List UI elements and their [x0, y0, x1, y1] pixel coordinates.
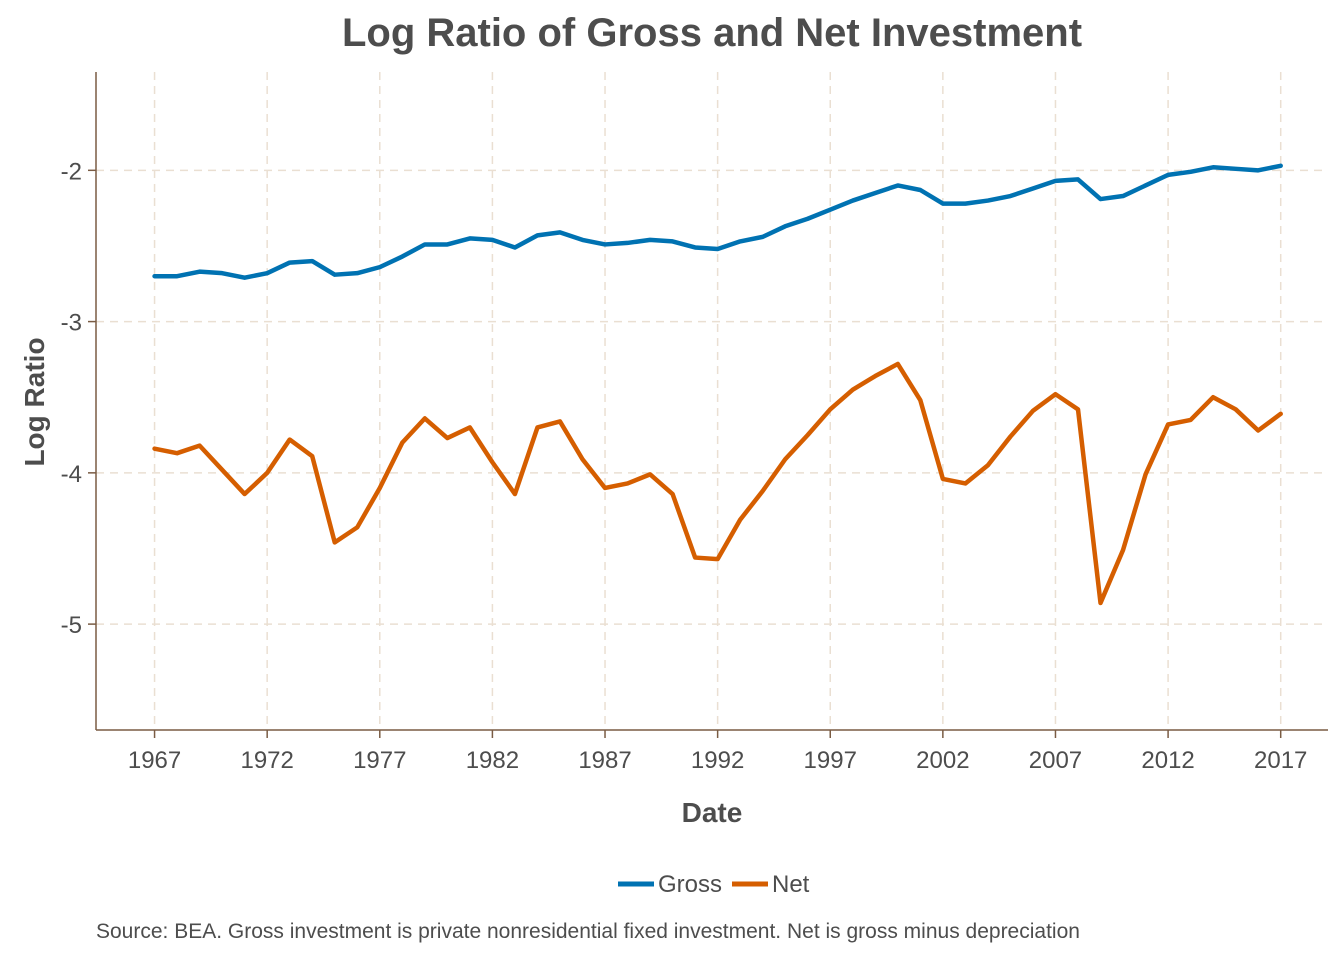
- x-tick-label: 1982: [466, 747, 519, 774]
- x-tick-label: 1977: [353, 747, 406, 774]
- x-tick-label: 2007: [1029, 747, 1082, 774]
- gridlines: [96, 72, 1328, 730]
- y-axis-label: Log Ratio: [19, 337, 50, 466]
- y-tick-label: -3: [61, 310, 82, 337]
- series-line-gross: [152, 163, 1283, 280]
- x-tick-label: 2017: [1254, 747, 1307, 774]
- y-tick-label: -5: [61, 612, 82, 639]
- x-tick-label: 1992: [691, 747, 744, 774]
- x-axis-ticks: 1967 1972 1977 1982 1987 1992 1997 2002 2007 2012…: [128, 730, 1307, 774]
- x-tick-label: 2012: [1141, 747, 1194, 774]
- chart-title: Log Ratio of Gross and Net Investment: [342, 11, 1082, 55]
- legend: Gross Net: [618, 871, 810, 898]
- y-tick-label: -4: [61, 461, 82, 488]
- x-tick-label: 1987: [578, 747, 631, 774]
- x-tick-label: 1972: [240, 747, 293, 774]
- x-tick-label: 2002: [916, 747, 969, 774]
- x-axis-label: Date: [682, 797, 743, 828]
- y-axis-ticks: -2 -3 -4 -5: [61, 158, 96, 639]
- y-tick-label: -2: [61, 158, 82, 185]
- series-line-net: [152, 361, 1283, 606]
- x-tick-label: 1967: [128, 747, 181, 774]
- x-tick-label: 1997: [804, 747, 857, 774]
- legend-label-gross: Gross: [658, 871, 722, 898]
- legend-label-net: Net: [772, 871, 810, 898]
- series-lines: [152, 163, 1283, 606]
- caption: Source: BEA. Gross investment is private…: [96, 920, 1080, 943]
